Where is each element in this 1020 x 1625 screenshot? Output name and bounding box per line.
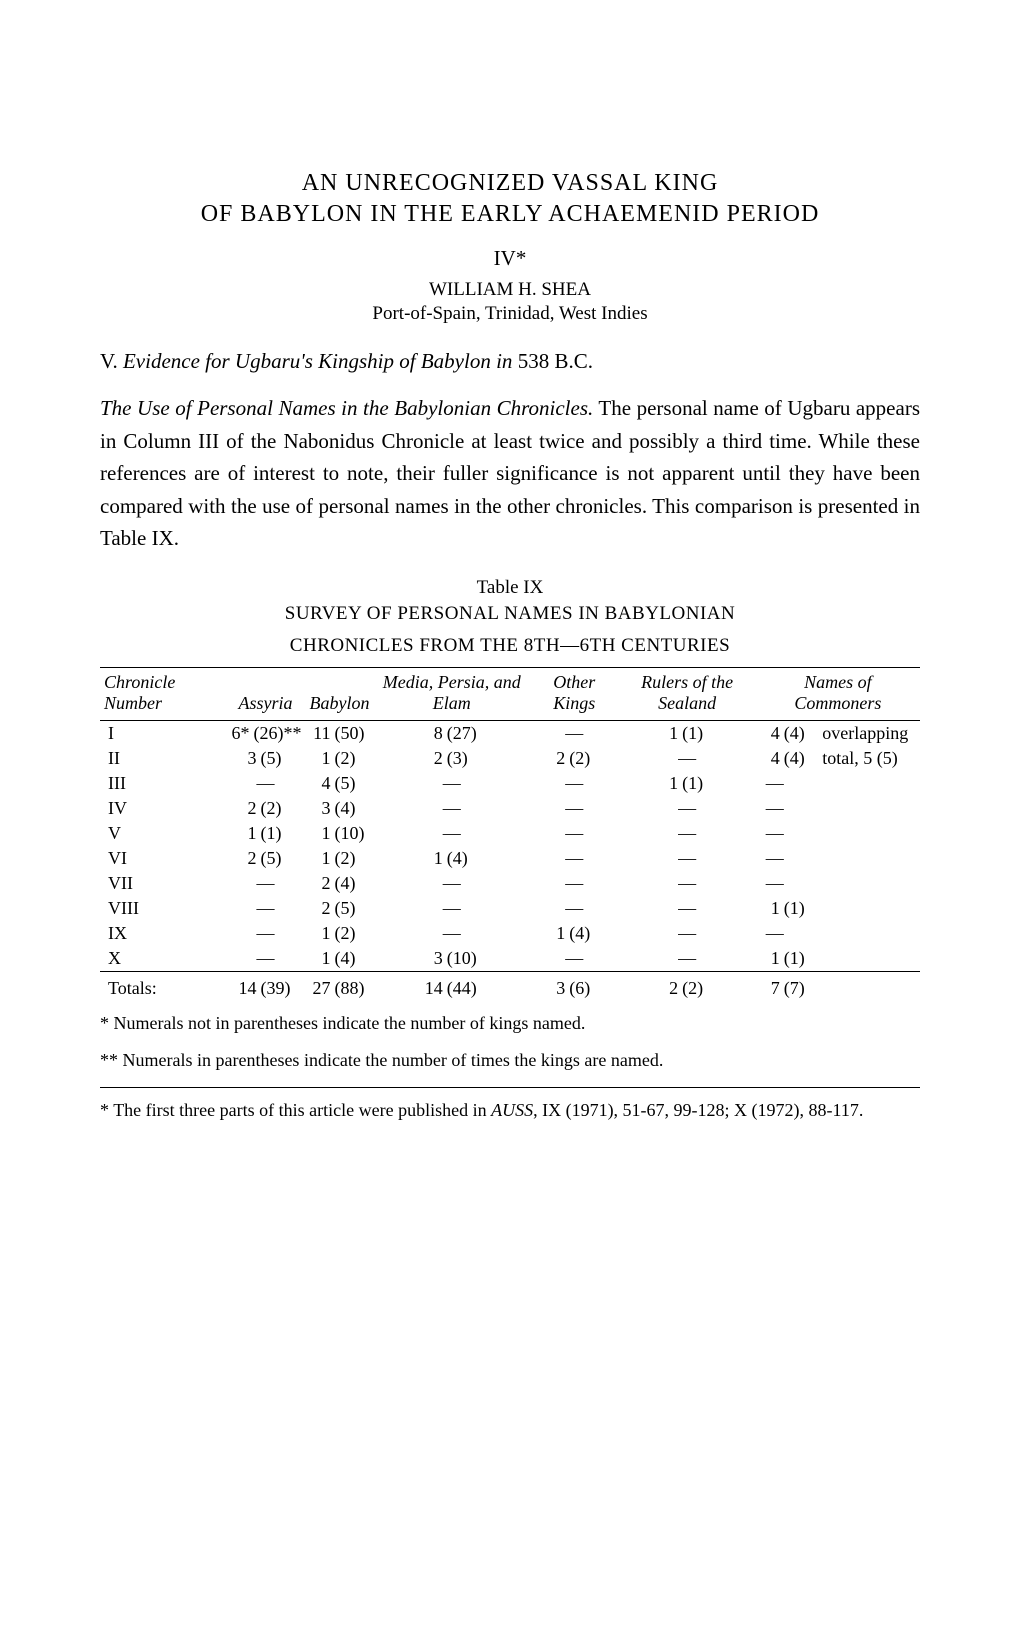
table-row: V1(1)1(10)———— <box>100 821 920 846</box>
th-commoners: Names of Commoners <box>756 667 920 720</box>
table-row: III—4(5)——1(1)— <box>100 771 920 796</box>
table-caption-line2: CHRONICLES FROM THE 8TH—6TH CENTURIES <box>100 635 920 657</box>
table-row: II3(5)1(2)2(3)2(2)—4(4) total, 5 (5) <box>100 746 920 771</box>
th-assyria: Assyria <box>225 667 305 720</box>
th-chronicle: Chronicle Number <box>100 667 225 720</box>
section-roman: V. <box>100 349 118 373</box>
data-table: Chronicle Number Assyria Babylon Media, … <box>100 667 920 1001</box>
table-row: VI2(5)1(2)1(4)——— <box>100 846 920 871</box>
table-row: IX—1(2)—1(4)—— <box>100 921 920 946</box>
author-affiliation: Port-of-Spain, Trinidad, West Indies <box>100 303 920 325</box>
footnote-text-b: , IX (1971), 51-67, 99-128; X (1972), 88… <box>533 1100 863 1120</box>
table-footnote-1: * Numerals not in parentheses indicate t… <box>100 1011 920 1036</box>
part-number: IV* <box>100 246 920 271</box>
th-media: Media, Persia, and Elam <box>373 667 529 720</box>
footnote-text-a: The first three parts of this article we… <box>113 1100 491 1120</box>
article-title-line1: AN UNRECOGNIZED VASSAL KING <box>100 170 920 197</box>
table-row: VII—2(4)———— <box>100 871 920 896</box>
page-footnote: * The first three parts of this article … <box>100 1098 920 1123</box>
th-sealand: Rulers of the Sealand <box>618 667 755 720</box>
author-name: WILLIAM H. SHEA <box>100 279 920 301</box>
table-row: X—1(4)3(10)——1(1) <box>100 946 920 972</box>
table-caption-line1: SURVEY OF PERSONAL NAMES IN BABYLONIAN <box>100 603 920 625</box>
section-heading: V. Evidence for Ugbaru's Kingship of Bab… <box>100 349 920 374</box>
table-totals-row: Totals:14(39)27(88)14(44)3(6)2(2)7(7) <box>100 971 920 1001</box>
footnote-rule <box>100 1087 920 1088</box>
body-paragraph: The Use of Personal Names in the Babylon… <box>100 392 920 555</box>
table-row: IV2(2)3(4)———— <box>100 796 920 821</box>
th-other: Other Kings <box>530 667 619 720</box>
th-babylon: Babylon <box>305 667 373 720</box>
table-label: Table IX <box>100 577 920 599</box>
section-italic: Evidence for Ugbaru's Kingship of Babylo… <box>123 349 512 373</box>
table-footnote-2: ** Numerals in parentheses indicate the … <box>100 1048 920 1073</box>
table-row: I6*(26)**11(50)8(27)—1(1)4(4) overlappin… <box>100 720 920 746</box>
table-row: VIII—2(5)———1(1) <box>100 896 920 921</box>
section-tail: 538 B.C. <box>518 349 593 373</box>
subheading-italic: The Use of Personal Names in the Babylon… <box>100 396 593 420</box>
footnote-journal: AUSS <box>491 1100 533 1120</box>
footnote-marker: * <box>100 1100 109 1120</box>
article-title-line2: OF BABYLON IN THE EARLY ACHAEMENID PERIO… <box>100 201 920 228</box>
